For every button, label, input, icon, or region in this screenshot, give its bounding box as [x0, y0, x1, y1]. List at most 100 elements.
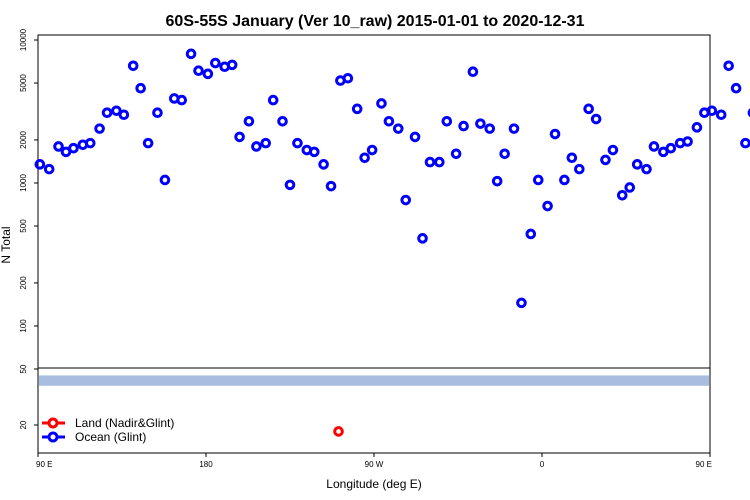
ocean-point [475, 118, 486, 129]
ocean-point [574, 163, 585, 175]
ocean-point [400, 194, 412, 206]
ocean-point [706, 105, 718, 117]
ocean-point [359, 152, 370, 164]
ocean-point [277, 116, 288, 127]
shaded-band [39, 375, 709, 386]
ocean-point [566, 152, 578, 164]
ocean-point [665, 142, 677, 154]
chart-title: 60S-55S January (Ver 10_raw) 2015-01-01 … [166, 13, 585, 30]
legend: Land (Nadir&Glint) Ocean (Glint) [42, 416, 174, 444]
y-tick-label: 50 [19, 364, 28, 373]
ocean-point [730, 82, 742, 94]
ocean-point [267, 94, 279, 106]
plot-frame [37, 34, 711, 454]
ocean-point [648, 141, 660, 152]
ocean-point [549, 128, 561, 140]
ocean-point [111, 105, 122, 117]
ocean-point [118, 109, 130, 121]
ocean-point [142, 137, 154, 149]
ocean-point [641, 163, 652, 175]
ocean-point [542, 200, 553, 212]
ocean-point [34, 159, 46, 170]
ocean-point [176, 94, 188, 106]
y-tick-label: 2000 [19, 130, 28, 148]
ocean-point [467, 66, 479, 78]
x-axis-label: Longitude (deg E) [326, 477, 421, 491]
legend-label-land: Land (Nadir&Glint) [75, 416, 174, 430]
ocean-point [559, 174, 570, 186]
x-axis: 90 E 180 90 W 0 90 E [36, 453, 712, 469]
ocean-point [284, 179, 296, 191]
ocean-point [94, 123, 105, 134]
ocean-point [292, 137, 303, 149]
ocean-point [185, 48, 197, 60]
x-tick-label: 0 [540, 460, 545, 469]
y-tick-label: 500 [19, 219, 28, 233]
ocean-point [383, 116, 395, 127]
ocean-point [499, 148, 510, 160]
ocean-point [392, 123, 404, 134]
ocean-point [590, 113, 602, 125]
ocean-point [616, 190, 628, 201]
ocean-point [342, 72, 354, 84]
ocean-point [434, 156, 445, 168]
ocean-point [441, 116, 453, 127]
legend-marker-ocean [47, 431, 59, 443]
ocean-point [127, 60, 139, 72]
ocean-point [234, 131, 245, 143]
land-point [333, 426, 344, 437]
y-axis-label: N Total [0, 226, 13, 263]
y-axis: 10000 5000 2000 1000 500 200 100 50 20 [19, 28, 38, 429]
ocean-point [740, 137, 750, 149]
ocean-point [202, 68, 214, 80]
ocean-point [260, 137, 272, 149]
ocean-point [376, 98, 387, 109]
y-tick-label: 10000 [19, 28, 28, 51]
y-tick-label: 1000 [19, 174, 28, 192]
ocean-point [101, 107, 113, 119]
ocean-point [43, 163, 55, 175]
legend-marker-land [47, 417, 59, 429]
y-tick-label: 200 [19, 276, 28, 290]
ocean-point [417, 233, 428, 244]
y-tick-label: 5000 [19, 74, 28, 92]
ocean-point [682, 136, 693, 147]
ocean-point [631, 159, 643, 170]
x-tick-label: 90 E [696, 460, 712, 469]
ocean-point [747, 108, 750, 118]
ocean-point [366, 144, 378, 156]
y-tick-label: 20 [19, 420, 28, 429]
ocean-point [135, 82, 146, 94]
ocean-point [525, 228, 537, 240]
ocean-point [325, 180, 337, 192]
ocean-point [351, 103, 363, 115]
ocean-point [532, 174, 544, 186]
ocean-point [409, 131, 421, 143]
ocean-point [458, 120, 469, 132]
points-layer [34, 48, 750, 437]
band-layer [38, 367, 710, 386]
ocean-point [600, 154, 611, 166]
y-tick-label: 100 [19, 319, 28, 333]
x-tick-label: 180 [199, 460, 213, 469]
ocean-point [251, 141, 262, 152]
ocean-point [715, 109, 727, 121]
ocean-point [152, 107, 163, 119]
legend-label-ocean: Ocean (Glint) [75, 430, 146, 444]
ocean-point [68, 142, 79, 154]
x-tick-label: 90 W [365, 460, 384, 469]
ocean-point [318, 159, 329, 170]
ocean-point [607, 144, 619, 156]
ocean-point [243, 116, 255, 127]
ocean-point [583, 103, 594, 115]
ocean-point [723, 60, 734, 72]
ocean-point [516, 297, 527, 309]
ocean-point [450, 148, 462, 160]
ocean-point [424, 156, 436, 168]
ocean-point [308, 146, 320, 158]
ocean-point [226, 59, 238, 71]
ocean-point [491, 175, 503, 187]
ocean-point [210, 57, 221, 69]
ocean-point [624, 182, 636, 193]
